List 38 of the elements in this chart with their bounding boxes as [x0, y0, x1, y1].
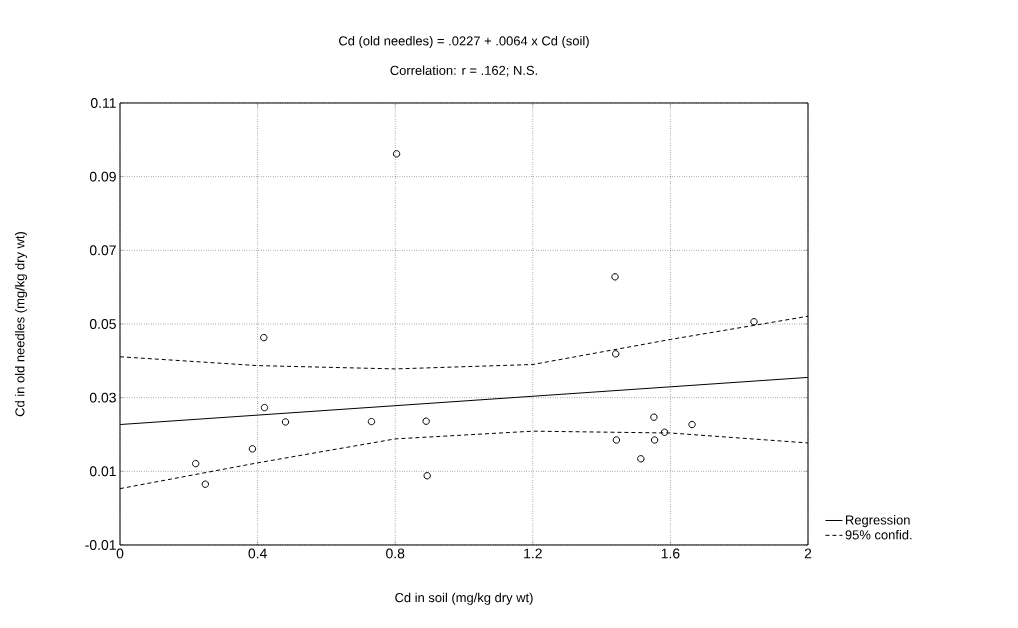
chart-subtitle: Correlation: r = .162; N.S.	[390, 65, 538, 77]
y-tick-label: -0.01	[85, 540, 116, 550]
point	[260, 333, 268, 342]
point	[650, 413, 658, 421]
y-tick-label: 0.11	[90, 98, 116, 108]
x-tick-label: 1.6	[661, 548, 680, 559]
x-tick-label: 0.4	[248, 548, 267, 559]
point	[611, 273, 619, 281]
y-axis-title: Cd in old needles (mg/kg dry wt)	[14, 231, 28, 417]
legend-label: 95% confid.	[845, 529, 912, 540]
point	[422, 417, 430, 425]
point	[281, 418, 290, 426]
x-axis-title: Cd in soil (mg/kg dry wt)	[395, 592, 533, 605]
y-tick-label: 0.01	[89, 466, 116, 477]
x-tick-label: 1.2	[524, 548, 542, 559]
point	[201, 480, 210, 488]
point	[660, 428, 669, 436]
point	[367, 417, 376, 426]
x-tick-label: 2	[804, 548, 812, 559]
x-tick-label: 0.8	[386, 548, 405, 559]
point	[612, 350, 620, 358]
point	[260, 403, 269, 412]
point	[191, 459, 200, 468]
point	[423, 472, 431, 480]
chart-title: Cd (old needles) = .0227 + .0064 x Cd (soil)	[339, 35, 589, 49]
point	[392, 150, 401, 158]
legend-label: Regression	[846, 515, 910, 528]
y-tick-label: 0.03	[89, 392, 116, 403]
x-tick-label: 0	[116, 548, 124, 559]
point	[612, 436, 621, 444]
point	[688, 420, 696, 429]
y-tick-label: 0.05	[89, 319, 116, 329]
point	[637, 455, 645, 463]
point	[750, 318, 758, 326]
point	[650, 436, 659, 444]
y-tick-label: 0.07	[89, 245, 116, 256]
y-tick-label: 0.09	[89, 171, 116, 182]
point	[248, 445, 257, 453]
